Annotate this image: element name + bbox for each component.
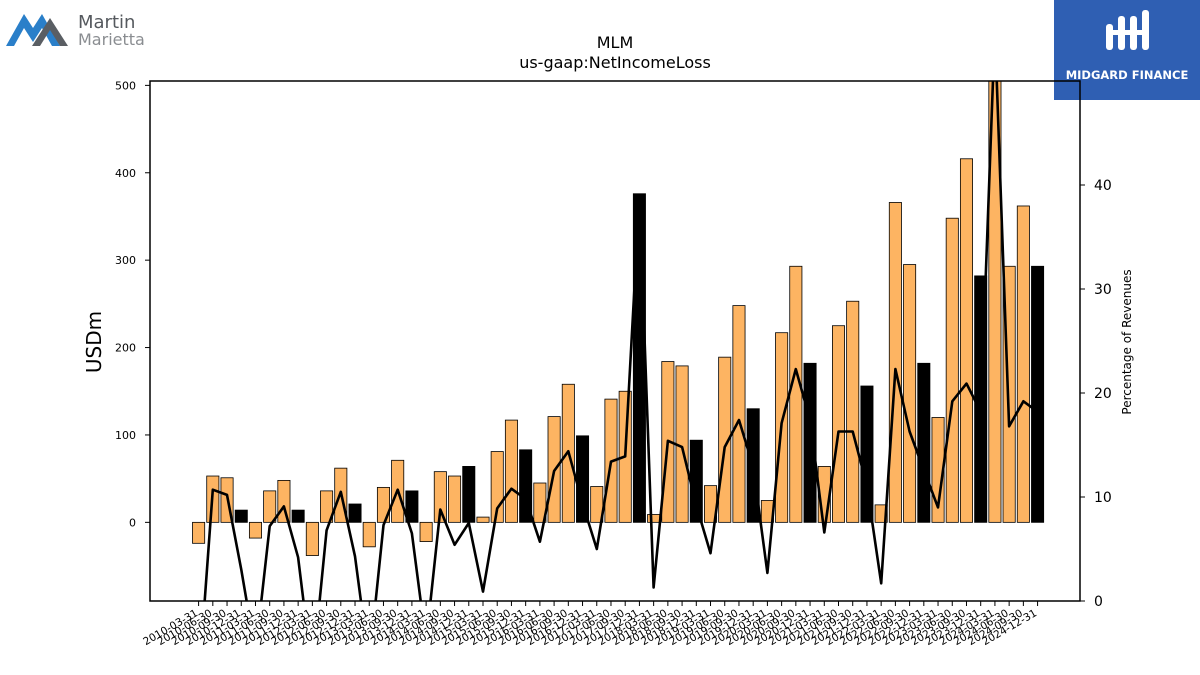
y-tick-label: 400 [115, 167, 136, 180]
midgard-emblem-icon [1106, 10, 1149, 50]
bar [192, 521, 206, 544]
bar [789, 265, 803, 523]
y2-tick-label: 20 [1094, 386, 1112, 402]
bar [874, 504, 888, 523]
y-tick-label: 200 [115, 342, 136, 355]
y2-tick-label: 30 [1094, 282, 1112, 298]
bar [419, 521, 433, 542]
bar [945, 217, 959, 523]
y-tick-label: 0 [129, 516, 136, 529]
plot-area: 01002003004005000102030402010-03-312010-… [115, 79, 1112, 648]
bar [888, 202, 902, 523]
bar [988, 81, 1002, 523]
y2-axis-label: Percentage of Revenues [1120, 269, 1134, 414]
logo-wordmark-line1: Martin [78, 12, 136, 33]
y-tick-label: 100 [115, 429, 136, 442]
martin-marietta-logo: Martin Marietta [6, 6, 176, 52]
y-tick-label: 500 [115, 79, 136, 92]
bar [803, 362, 817, 523]
bar [576, 435, 590, 523]
bar [362, 521, 376, 548]
chart-title: MLM [597, 33, 634, 52]
y2-tick-label: 40 [1094, 178, 1112, 194]
bar-series [192, 81, 1045, 556]
mountain-logo-icon [6, 14, 68, 46]
bar [732, 305, 746, 523]
bar [263, 490, 277, 523]
bar [462, 466, 476, 523]
bar [248, 521, 262, 539]
bar [846, 300, 860, 523]
bar [433, 471, 447, 523]
bar [348, 503, 362, 523]
bar [305, 521, 319, 556]
y2-tick-label: 10 [1094, 490, 1112, 506]
percentage-line [203, 81, 1039, 601]
y-axis-label: USDm [82, 311, 106, 373]
bar [405, 490, 419, 523]
midgard-finance-wordmark: MIDGARD FINANCE [1065, 68, 1189, 82]
bar [448, 475, 462, 523]
bar [959, 158, 973, 523]
bar [277, 479, 291, 523]
bar [476, 516, 490, 523]
bar [234, 509, 248, 523]
logo-wordmark-line2: Marietta [78, 30, 145, 49]
bar [917, 362, 931, 523]
bar [320, 490, 334, 523]
bar [689, 439, 703, 523]
chart-subtitle: us-gaap:NetIncomeLoss [519, 53, 711, 72]
bar [1016, 205, 1030, 523]
bar [504, 419, 518, 523]
bar [647, 514, 661, 523]
bar [1031, 265, 1045, 523]
bar [632, 193, 646, 523]
midgard-finance-logo: MIDGARD FINANCE [1054, 0, 1200, 100]
y-tick-label: 300 [115, 254, 136, 267]
bar [718, 356, 732, 523]
plot-frame [149, 80, 1081, 602]
bar [291, 509, 305, 523]
bar [832, 325, 846, 523]
y2-tick-label: 0 [1094, 594, 1103, 610]
bar [533, 482, 547, 523]
bar [860, 385, 874, 523]
bar [903, 264, 917, 523]
